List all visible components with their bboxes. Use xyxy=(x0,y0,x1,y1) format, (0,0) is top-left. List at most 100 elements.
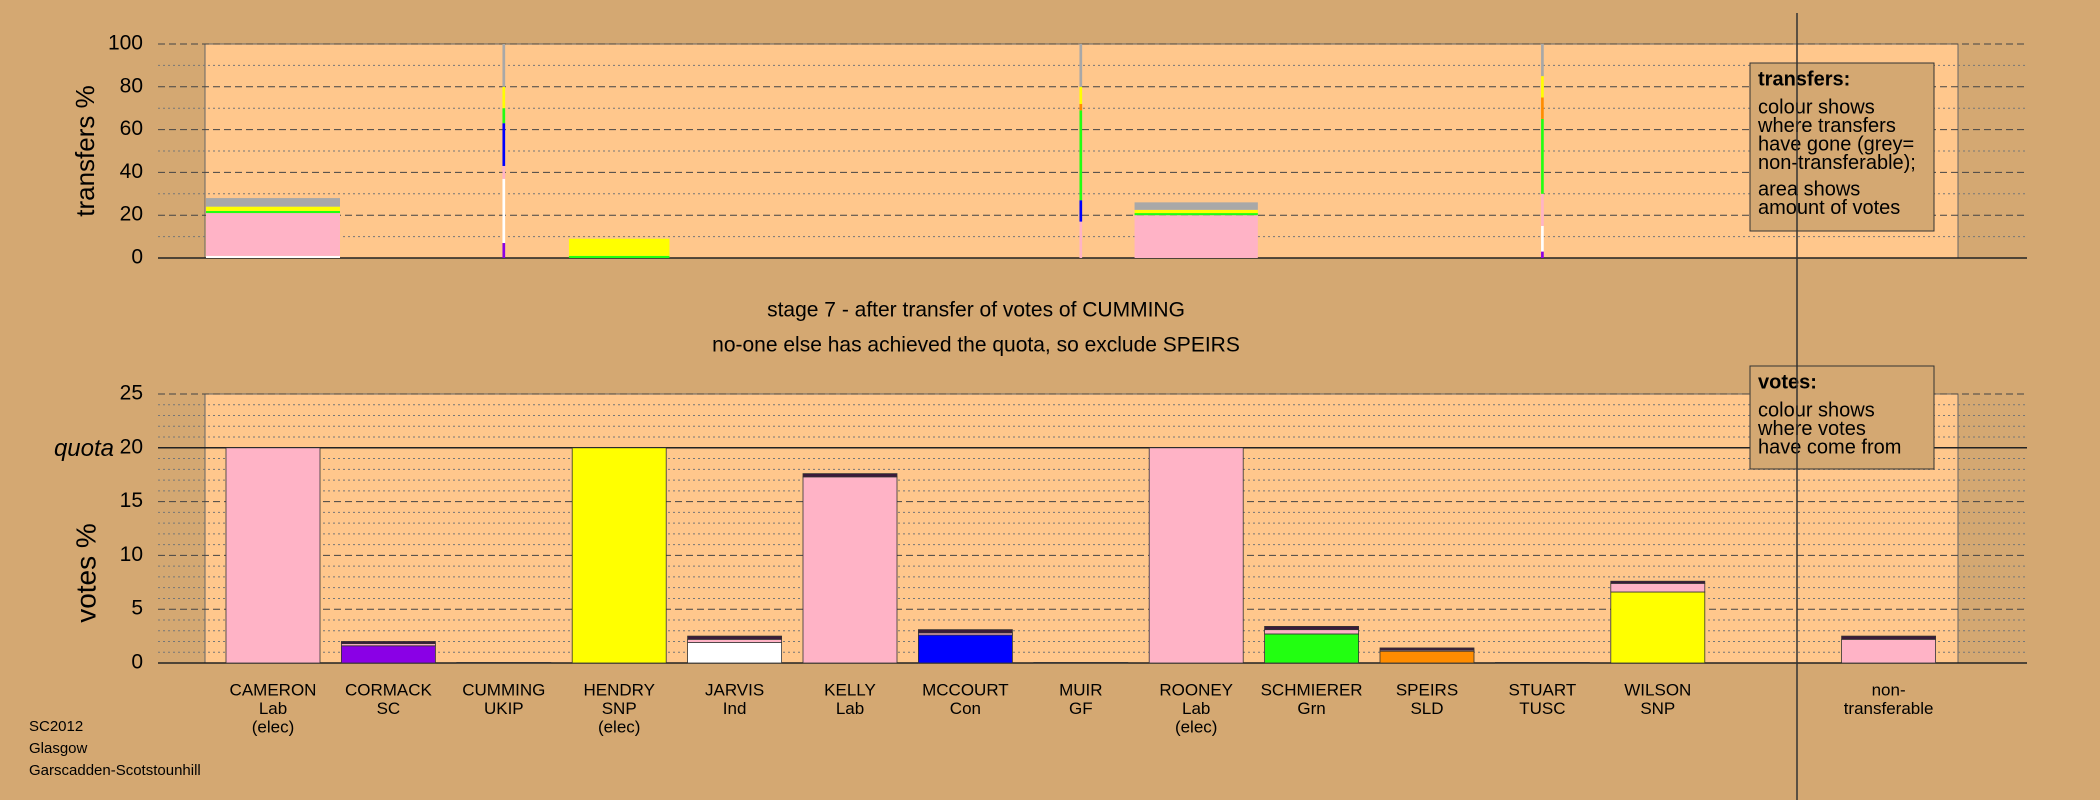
bar-segment xyxy=(1033,662,1129,664)
x-tick-label: (elec) xyxy=(598,717,641,736)
x-tick-label: SPEIRS xyxy=(1396,680,1458,699)
bar-segment xyxy=(802,473,898,478)
legend-text: where votes xyxy=(1757,418,1866,440)
bar-segment xyxy=(1541,97,1544,119)
bar-segment xyxy=(1541,193,1544,226)
bar-segment xyxy=(502,165,506,179)
legend-text: amount of votes xyxy=(1758,197,1900,219)
x-tick-label: CORMACK xyxy=(345,680,433,699)
x-tick-label: MCCOURT xyxy=(922,680,1009,699)
y-tick-label: 80 xyxy=(120,74,143,97)
footer-text: Glasgow xyxy=(29,740,88,757)
x-tick-label: Lab xyxy=(259,699,287,718)
bar-segment xyxy=(687,638,782,643)
legend-text: colour shows xyxy=(1758,96,1875,118)
bar-segment xyxy=(687,642,782,664)
bar-segment xyxy=(206,210,340,214)
bar-segment xyxy=(1541,225,1544,252)
bar-segment xyxy=(1134,213,1258,216)
x-tick-label: SCHMIERER xyxy=(1261,680,1363,699)
bar-segment xyxy=(502,243,506,258)
bar-segment xyxy=(1379,650,1475,664)
x-tick-label: CUMMING xyxy=(462,680,545,699)
x-tick-label: JARVIS xyxy=(705,680,764,699)
bar-segment xyxy=(225,447,321,664)
x-tick-label: SLD xyxy=(1410,699,1443,718)
x-tick-label: transferable xyxy=(1844,699,1934,718)
bar-segment xyxy=(502,44,506,87)
bar-segment xyxy=(502,86,506,109)
bar-segment xyxy=(568,238,670,256)
y-tick-label: 20 xyxy=(120,435,143,458)
x-tick-label: Lab xyxy=(1182,699,1210,718)
x-tick-label: non- xyxy=(1872,680,1906,699)
bar-segment xyxy=(502,123,506,166)
x-tick-label: SNP xyxy=(1640,699,1675,718)
bar-segment xyxy=(1841,638,1936,664)
x-tick-label: WILSON xyxy=(1624,680,1691,699)
bar-segment xyxy=(1379,647,1475,651)
bar-segment xyxy=(687,635,782,640)
legend-text: area shows xyxy=(1758,178,1860,200)
y-axis-label: transfers % xyxy=(70,85,100,217)
x-tick-label: TUSC xyxy=(1519,699,1565,718)
y-tick-label: 0 xyxy=(131,651,143,674)
x-tick-label: CAMERON xyxy=(230,680,317,699)
legend-text: non-transferable); xyxy=(1758,152,1916,174)
bar-segment xyxy=(1610,582,1706,593)
bar-segment xyxy=(1079,221,1083,258)
bar-segment xyxy=(571,447,667,664)
bar-segment xyxy=(1264,629,1359,635)
bar-segment xyxy=(1079,200,1083,222)
x-tick-label: STUART xyxy=(1509,680,1577,699)
bar-segment xyxy=(1079,44,1083,87)
x-tick-label: Con xyxy=(950,699,981,718)
x-tick-label: KELLY xyxy=(824,680,876,699)
x-tick-label: GF xyxy=(1069,699,1093,718)
x-tick-label: SNP xyxy=(602,699,637,718)
bar-segment xyxy=(206,255,340,258)
bar-segment xyxy=(502,178,506,244)
bar-segment xyxy=(206,198,340,207)
subtitle: no-one else has achieved the quota, so e… xyxy=(712,334,1240,357)
bar-segment xyxy=(1134,215,1258,258)
legend-box xyxy=(1749,365,1935,470)
y-tick-label: 60 xyxy=(120,117,143,140)
y-tick-label: 100 xyxy=(108,32,143,55)
bar-segment xyxy=(1264,626,1359,631)
bar-segment xyxy=(1134,209,1258,214)
x-tick-label: (elec) xyxy=(1175,717,1218,736)
bar-segment xyxy=(1610,591,1706,664)
bar-segment xyxy=(1541,251,1544,258)
y-tick-label: 15 xyxy=(120,489,143,512)
bar-segment xyxy=(502,108,506,124)
bar-segment xyxy=(340,641,436,645)
x-tick-label: SC xyxy=(377,699,401,718)
bar-segment xyxy=(918,629,1013,634)
bar-segment xyxy=(1148,447,1244,664)
bar-segment xyxy=(1541,44,1544,77)
x-tick-label: UKIP xyxy=(484,699,524,718)
quota-label: quota xyxy=(54,435,114,462)
bar-segment xyxy=(568,255,670,258)
legend-title: votes: xyxy=(1758,371,1817,393)
y-tick-label: 20 xyxy=(120,203,143,226)
y-tick-label: 5 xyxy=(131,597,143,620)
y-axis-label: votes % xyxy=(70,523,101,623)
x-tick-label: ROONEY xyxy=(1159,680,1233,699)
bar-segment xyxy=(802,476,898,664)
bar-segment xyxy=(1134,202,1258,210)
bar-segment xyxy=(1079,110,1083,201)
x-tick-label: Grn xyxy=(1297,699,1325,718)
bar-segment xyxy=(206,213,340,256)
bar-segment xyxy=(1079,86,1083,104)
x-tick-label: Ind xyxy=(723,699,747,718)
bar-segment xyxy=(1079,103,1083,111)
legend-title: transfers: xyxy=(1758,68,1850,90)
legend-text: colour shows xyxy=(1758,399,1875,421)
x-tick-label: MUIR xyxy=(1059,680,1102,699)
footer-text: SC2012 xyxy=(29,718,83,735)
title: stage 7 - after transfer of votes of CUM… xyxy=(767,299,1185,322)
